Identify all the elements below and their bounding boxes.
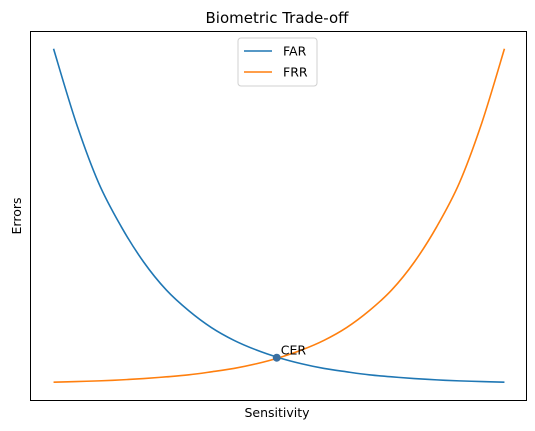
legend: FAR FRR bbox=[237, 37, 318, 87]
x-axis-label: Sensitivity bbox=[244, 405, 310, 420]
cer-point-marker bbox=[272, 353, 281, 362]
chart-title: Biometric Trade-off bbox=[206, 9, 350, 27]
legend-box bbox=[237, 37, 318, 87]
plot-area-frame bbox=[30, 31, 527, 401]
legend-label-far: FAR bbox=[283, 44, 307, 59]
y-axis-label: Errors bbox=[9, 198, 24, 235]
legend-label-frr: FRR bbox=[283, 65, 308, 80]
annotation-layer: CER bbox=[272, 343, 307, 362]
cer-annotation-label: CER bbox=[281, 343, 307, 358]
